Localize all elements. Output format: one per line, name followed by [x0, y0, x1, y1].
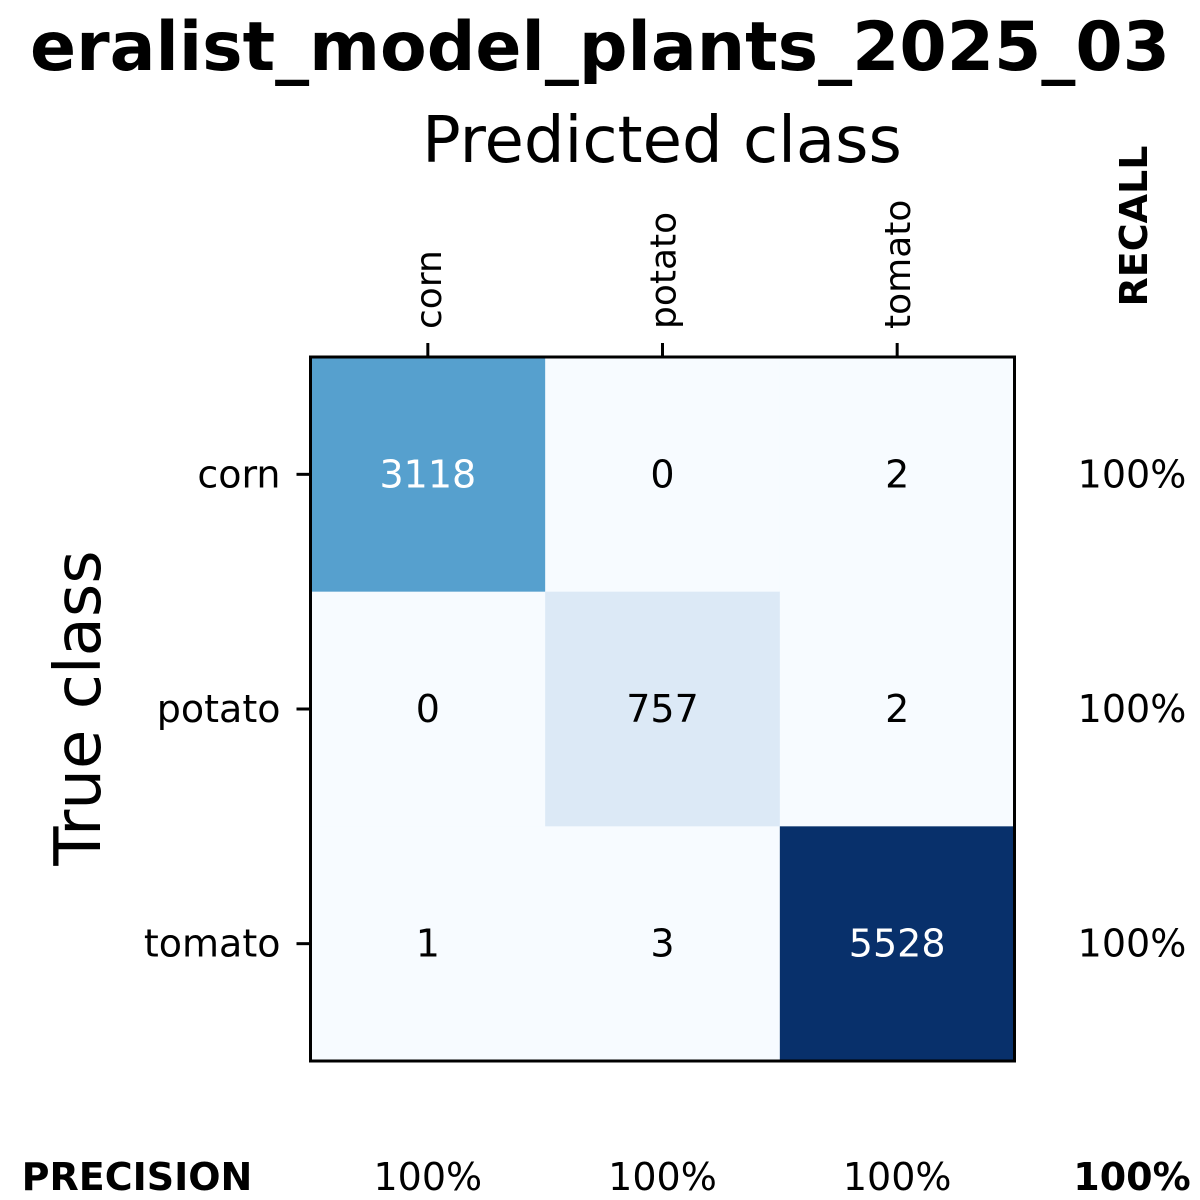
x-axis-label: Predicted class	[422, 104, 902, 178]
cell-value-label: 3	[650, 922, 674, 966]
axis-ticks: corn corn 100% 100% potato potato 100% 100% toma…	[144, 200, 1186, 1199]
precision-header: PRECISION	[22, 1155, 253, 1199]
recall-value: 100%	[1078, 922, 1187, 966]
precision-value: 100%	[374, 1155, 483, 1199]
precision-value: 100%	[843, 1155, 952, 1199]
matrix-cell	[779, 357, 1015, 593]
y-axis-label: True class	[42, 550, 116, 866]
cell-value-label: 757	[626, 687, 699, 731]
precision-value: 100%	[608, 1155, 717, 1199]
recall-value: 100%	[1078, 452, 1187, 496]
matrix-cell	[545, 826, 781, 1062]
matrix-cell	[779, 591, 1015, 827]
x-tick-label: corn	[409, 250, 450, 329]
matrix-cell	[310, 826, 546, 1062]
cell-value-label: 0	[416, 687, 440, 731]
cell-value-label: 2	[885, 687, 909, 731]
recall-header: RECALL	[1112, 146, 1156, 307]
matrix-cell	[310, 591, 546, 827]
cell-value-label: 1	[416, 922, 440, 966]
matrix-cell	[545, 357, 781, 593]
matrix-cells: 3118 0 2 0 757 2 1 3 5528	[310, 357, 1015, 1062]
matrix-cell	[545, 591, 781, 827]
matrix-cell	[310, 357, 546, 593]
cell-value-label: 3118	[379, 452, 476, 496]
y-tick-label: tomato	[144, 922, 281, 966]
plot-frame	[309, 355, 1016, 1063]
x-tick-label: potato	[644, 212, 685, 329]
y-tick-label: potato	[157, 687, 281, 731]
cell-value-label: 0	[650, 452, 674, 496]
x-tick-label: tomato	[878, 200, 919, 329]
chart-title: eralist_model_plants_2025_03	[30, 8, 1170, 87]
matrix-cell	[779, 826, 1015, 1062]
cell-value-label: 2	[885, 452, 909, 496]
overall-accuracy: 100%	[1073, 1155, 1190, 1199]
recall-value: 100%	[1078, 687, 1187, 731]
cell-value-label: 5528	[849, 922, 946, 966]
y-tick-label: corn	[197, 452, 280, 496]
